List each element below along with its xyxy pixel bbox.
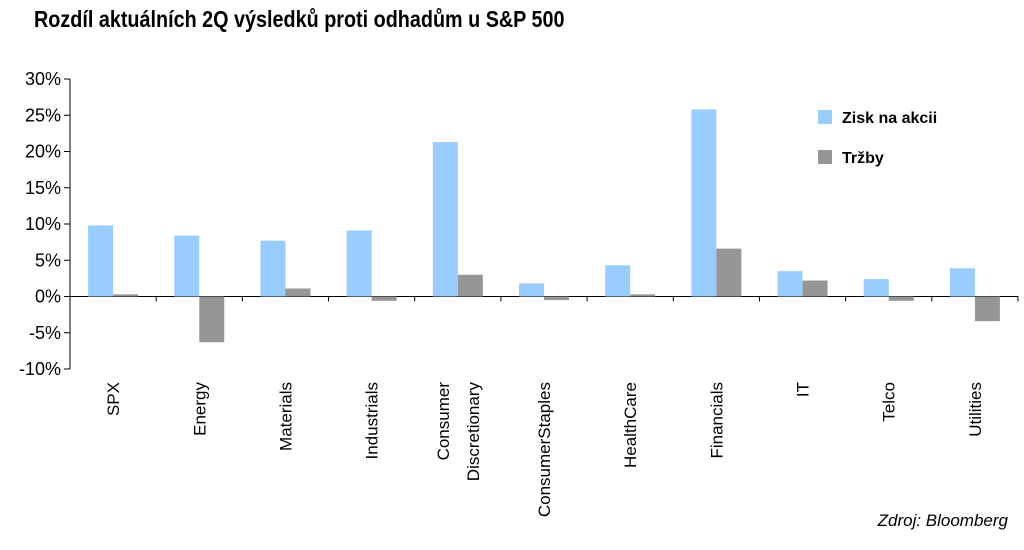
legend-swatch — [818, 150, 832, 164]
y-tick-label: 25% — [25, 105, 61, 125]
category-label: Energy — [190, 382, 209, 436]
category-labels: SPX Energy Materials Industrials Consumer Dis… — [104, 382, 985, 518]
legend-label: Tržby — [842, 150, 884, 167]
chart-title: Rozdíl aktuálních 2Q výsledků proti odha… — [34, 6, 565, 32]
source-note: Zdroj: Bloomberg — [877, 511, 1008, 530]
bar-eps — [432, 142, 458, 297]
bar-eps — [863, 279, 889, 297]
y-tick-label: 5% — [35, 250, 61, 270]
bar-eps — [519, 283, 544, 297]
bar-revenue — [457, 274, 483, 297]
category-label: Telco — [880, 382, 899, 422]
bar-eps — [260, 240, 286, 297]
bar-revenue — [630, 294, 656, 297]
bar-revenue — [888, 296, 914, 301]
bar-eps — [691, 109, 717, 297]
bar-revenue — [113, 294, 139, 297]
category-label: ConsumerStaples — [535, 382, 554, 517]
y-tick-label: -5% — [29, 323, 61, 343]
y-tick-label: 20% — [25, 142, 61, 162]
bar-eps — [777, 271, 803, 297]
bar-revenue — [716, 248, 742, 297]
bars — [88, 109, 1000, 343]
category-label: HealthCare — [621, 382, 640, 468]
category-label: Utilities — [966, 382, 985, 437]
bar-revenue — [544, 296, 569, 301]
category-label: Consumer — [434, 382, 453, 461]
category-label: Financials — [707, 382, 726, 459]
category-label: Discretionary — [464, 382, 483, 482]
bar-eps — [174, 235, 200, 297]
y-tick-label: 10% — [25, 214, 61, 234]
bar-revenue — [802, 280, 828, 297]
category-label: Industrials — [363, 382, 382, 459]
y-tick-label: 15% — [25, 178, 61, 198]
y-tick-label: -10% — [19, 359, 61, 379]
legend-label: Zisk na akcii — [842, 110, 937, 127]
bar-revenue — [199, 296, 225, 343]
bar-eps — [346, 230, 372, 297]
legend: Zisk na akcii Tržby — [818, 110, 937, 167]
category-label: IT — [794, 382, 813, 397]
legend-swatch — [818, 110, 832, 124]
y-tick-label: 30% — [25, 69, 61, 89]
category-label: Materials — [276, 382, 295, 451]
bar-eps — [949, 268, 975, 297]
bar-eps — [88, 225, 114, 297]
bar-revenue — [285, 288, 311, 297]
bar-eps — [605, 265, 631, 297]
category-label: SPX — [104, 382, 123, 416]
y-tick-label: 0% — [35, 287, 61, 307]
bar-revenue — [974, 296, 1000, 322]
bar-revenue — [371, 296, 397, 301]
axes: 30% 25% 20% 15% 10% 5% 0% -5% -10% — [19, 69, 1019, 379]
